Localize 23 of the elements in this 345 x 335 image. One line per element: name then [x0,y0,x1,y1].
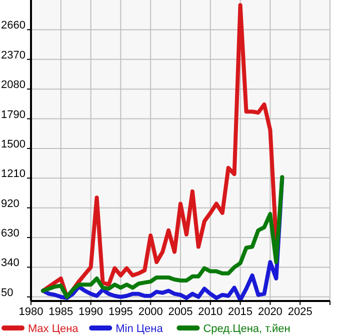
legend-label: Сред.Цена, т.йен [203,323,290,335]
y-tick-label: 2370 [1,49,26,62]
x-tick-label: 1985 [48,306,74,318]
y-tick-label: 1210 [1,168,26,180]
x-tick-label: 2020 [258,306,282,318]
x-tick-label: 2025 [288,306,312,318]
y-tick-label: 50 [1,286,14,299]
x-tick-label: 2005 [168,306,193,318]
y-tick-label: 630 [1,228,20,240]
y-tick-label: 340 [1,257,20,270]
x-tick-label: 2015 [228,306,253,318]
y-tick-label: 1500 [1,138,26,150]
x-tick-label: 1980 [18,306,44,318]
legend-label: Max Цена [28,323,80,335]
y-tick-label: 1790 [1,108,26,121]
x-tick-label: 2010 [198,306,223,318]
x-tick-label: 1990 [78,306,104,318]
y-tick-label: 920 [1,198,20,210]
y-tick-label: 2660 [1,20,26,32]
x-tick-label: 2000 [138,306,163,318]
x-tick-label: 1995 [108,306,133,318]
y-tick-label: 2080 [1,79,26,92]
legend-label: Min Цена [116,323,164,335]
